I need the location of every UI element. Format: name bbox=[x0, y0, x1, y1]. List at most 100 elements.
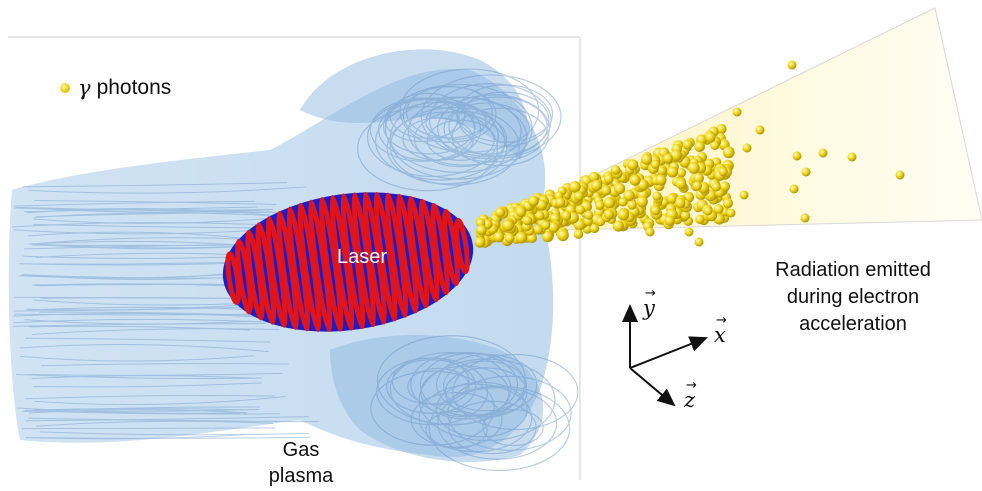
photon bbox=[657, 166, 667, 176]
plasma-arc bbox=[428, 385, 571, 472]
plasma-streak bbox=[24, 206, 258, 213]
laser-ring bbox=[395, 193, 419, 314]
plasma-arc bbox=[418, 358, 556, 442]
photon bbox=[666, 166, 679, 178]
photon bbox=[575, 205, 586, 215]
axis-y-label: y bbox=[643, 296, 655, 320]
photon bbox=[541, 220, 551, 230]
photon bbox=[612, 220, 624, 232]
photon bbox=[533, 224, 544, 235]
plasma-streak bbox=[36, 420, 273, 427]
plasma-arc bbox=[443, 102, 530, 155]
plasma-arc bbox=[452, 353, 579, 431]
plasma-streak bbox=[39, 431, 309, 436]
laser-ring bbox=[318, 197, 344, 332]
axis-z-label: z bbox=[684, 388, 696, 412]
plasma-arc bbox=[386, 111, 508, 185]
laser-ring bbox=[418, 198, 440, 303]
plasma-arc bbox=[389, 106, 520, 186]
laser-ring bbox=[442, 208, 460, 287]
plasma-arc bbox=[382, 98, 476, 155]
plasma-arc bbox=[410, 351, 519, 418]
plasma-arc bbox=[419, 352, 526, 417]
photon bbox=[573, 191, 584, 202]
photon bbox=[623, 189, 635, 202]
plasma-bubble-bottom bbox=[330, 335, 544, 462]
plasma-streak bbox=[31, 433, 253, 440]
vector-arrow-icon: → bbox=[716, 313, 727, 328]
plasma-arc bbox=[402, 86, 497, 143]
plasma-streak bbox=[35, 211, 312, 218]
photon bbox=[655, 174, 667, 186]
plasma-streak bbox=[13, 318, 278, 324]
photon bbox=[670, 149, 682, 162]
gas-plasma-label: Gas plasma bbox=[256, 437, 346, 489]
photon bbox=[650, 205, 661, 216]
plasma-arc bbox=[378, 98, 482, 162]
plasma-streak bbox=[12, 323, 266, 327]
plasma-streak bbox=[25, 395, 276, 400]
plasma-streak bbox=[16, 206, 271, 213]
laser-pulse bbox=[222, 191, 474, 333]
photon bbox=[528, 195, 539, 207]
vector-arrow-icon: → bbox=[686, 378, 697, 393]
photon bbox=[522, 215, 533, 226]
photon bbox=[652, 191, 662, 201]
photon bbox=[676, 168, 687, 178]
photon bbox=[755, 125, 765, 135]
axis-z-arrow bbox=[629, 367, 676, 407]
plasma-streak bbox=[25, 416, 310, 422]
plasma-streak bbox=[33, 216, 288, 224]
photon-cloud bbox=[474, 60, 905, 248]
photon bbox=[705, 132, 716, 143]
plasma-streak bbox=[29, 409, 247, 414]
plasma-streak bbox=[28, 417, 320, 423]
laser-ring bbox=[340, 193, 366, 330]
plasma-streak bbox=[31, 328, 280, 336]
plasma-arc bbox=[482, 408, 544, 447]
laser-ring bbox=[255, 222, 277, 325]
plasma-arc bbox=[458, 91, 550, 147]
plasma-arc bbox=[410, 392, 503, 448]
laser-ring bbox=[454, 217, 470, 275]
vector-arrow-icon: → bbox=[645, 286, 656, 301]
plasma-streak bbox=[22, 182, 287, 188]
plasma-streak bbox=[25, 436, 310, 439]
photon bbox=[718, 167, 728, 177]
photon bbox=[474, 236, 486, 248]
plasma-arc bbox=[442, 360, 527, 412]
photon bbox=[476, 224, 487, 236]
photon bbox=[847, 152, 857, 162]
photon bbox=[713, 204, 724, 215]
photon bbox=[711, 182, 721, 192]
laser-ring bbox=[265, 216, 288, 328]
photon bbox=[666, 193, 678, 204]
plasma-arc bbox=[370, 370, 496, 446]
photon bbox=[584, 210, 594, 220]
radiation-label: Radiation emitted during electron accele… bbox=[748, 257, 958, 338]
photon bbox=[595, 200, 605, 210]
photon bbox=[663, 153, 673, 164]
plasma-arc bbox=[448, 400, 537, 455]
plasma-arc bbox=[386, 359, 477, 414]
photon bbox=[548, 221, 560, 233]
photon bbox=[695, 214, 705, 225]
plasma-streak bbox=[33, 408, 245, 411]
plasma-streak bbox=[40, 297, 256, 300]
plasma-arc bbox=[356, 106, 499, 192]
plasma-streak bbox=[13, 312, 272, 319]
legend-symbol: γ bbox=[78, 76, 91, 100]
axis-x-arrow bbox=[629, 336, 708, 369]
photon bbox=[650, 159, 660, 170]
photon bbox=[603, 197, 616, 209]
radiation-label-line: acceleration bbox=[799, 313, 907, 335]
plasma-arc bbox=[389, 351, 512, 426]
plasma-streak bbox=[27, 372, 283, 376]
plasma-streak bbox=[20, 355, 254, 362]
photon bbox=[561, 210, 572, 221]
photon bbox=[536, 199, 548, 211]
photon bbox=[684, 227, 694, 237]
photon bbox=[726, 208, 736, 218]
plasma-arc bbox=[447, 375, 572, 451]
photon bbox=[664, 215, 675, 226]
